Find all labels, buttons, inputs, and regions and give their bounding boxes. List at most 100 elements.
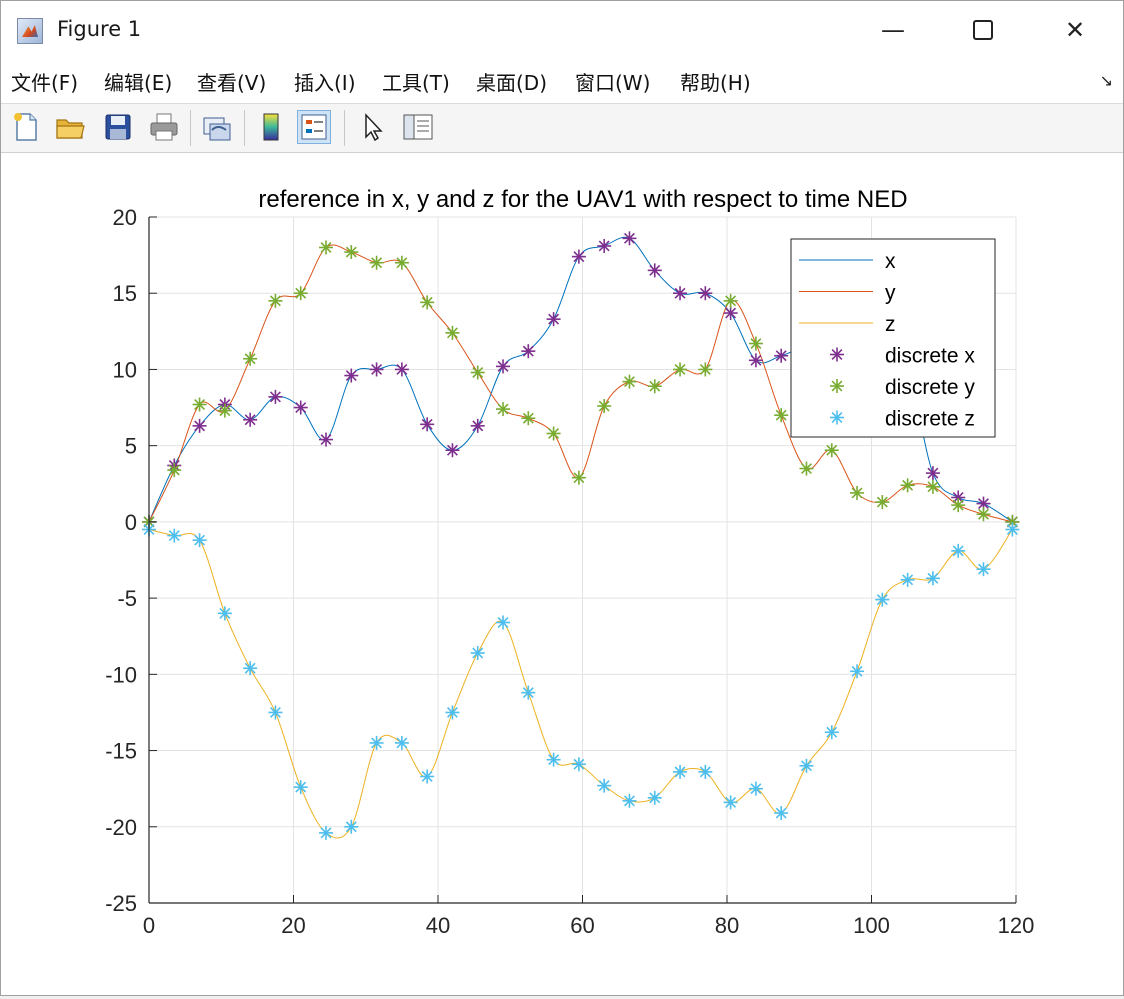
data-point-discrete-x <box>925 466 940 481</box>
data-point-discrete-x <box>394 362 409 377</box>
data-point-discrete-z <box>1005 522 1020 537</box>
data-point-discrete-z <box>243 661 258 676</box>
data-point-discrete-x <box>268 389 283 404</box>
data-point-discrete-y <box>268 293 283 308</box>
menu-desktop[interactable]: 桌面(D) <box>476 71 548 95</box>
y-tick-label: -15 <box>105 739 137 764</box>
data-point-discrete-z <box>824 725 839 740</box>
data-point-discrete-y <box>217 403 232 418</box>
new-figure-icon[interactable] <box>9 110 43 144</box>
x-tick-label: 60 <box>570 913 594 938</box>
print-icon[interactable] <box>147 110 181 144</box>
data-point-discrete-x <box>344 368 359 383</box>
data-point-discrete-z <box>673 764 688 779</box>
data-point-discrete-y <box>369 255 384 270</box>
data-point-discrete-z <box>420 769 435 784</box>
y-tick-label: -20 <box>105 815 137 840</box>
data-point-discrete-z <box>571 757 586 772</box>
data-point-discrete-z <box>344 819 359 834</box>
data-point-discrete-y <box>723 293 738 308</box>
data-point-discrete-z <box>799 758 814 773</box>
data-point-discrete-y <box>622 374 637 389</box>
property-editor-icon[interactable] <box>401 110 435 144</box>
y-tick-label: -25 <box>105 891 137 916</box>
data-point-discrete-y <box>673 362 688 377</box>
y-tick-label: 0 <box>125 510 137 535</box>
data-point-discrete-z <box>748 781 763 796</box>
data-point-discrete-y <box>900 478 915 493</box>
data-point-discrete-y <box>748 336 763 351</box>
data-point-discrete-z <box>217 606 232 621</box>
open-file-icon[interactable] <box>53 110 87 144</box>
data-point-discrete-y <box>850 485 865 500</box>
data-point-discrete-y <box>774 408 789 423</box>
data-point-discrete-z <box>951 543 966 558</box>
toolbar <box>1 104 1123 153</box>
data-point-discrete-x <box>546 312 561 327</box>
legend[interactable]: xyz discrete x discrete y discrete z <box>790 238 996 438</box>
data-point-discrete-y <box>546 426 561 441</box>
data-point-discrete-z <box>925 571 940 586</box>
data-point-discrete-x <box>420 417 435 432</box>
y-tick-label: -5 <box>117 586 137 611</box>
data-point-discrete-z <box>293 780 308 795</box>
data-point-discrete-y <box>445 325 460 340</box>
legend-icon[interactable] <box>297 110 331 144</box>
legend-label: discrete z <box>885 408 975 431</box>
data-point-discrete-x <box>192 418 207 433</box>
minimize-button[interactable]: — <box>881 16 905 44</box>
data-point-discrete-z <box>900 572 915 587</box>
title-bar[interactable]: Figure 1 — ✕ <box>1 1 1123 59</box>
data-point-discrete-z <box>394 735 409 750</box>
data-point-discrete-z <box>268 705 283 720</box>
x-tick-label: 0 <box>143 913 155 938</box>
menu-view[interactable]: 查看(V) <box>197 71 267 95</box>
menu-tools[interactable]: 工具(T) <box>382 71 450 95</box>
data-point-discrete-y <box>243 351 258 366</box>
data-point-discrete-z <box>319 825 334 840</box>
toolbar-separator <box>344 110 345 146</box>
data-point-discrete-x <box>369 362 384 377</box>
colorbar-icon[interactable] <box>254 110 288 144</box>
menu-edit[interactable]: 编辑(E) <box>104 71 173 95</box>
link-plot-icon[interactable] <box>200 110 234 144</box>
pointer-icon[interactable] <box>356 110 390 144</box>
data-point-discrete-x <box>698 286 713 301</box>
data-point-discrete-y <box>496 402 511 417</box>
data-point-discrete-x <box>748 353 763 368</box>
legend-label: y <box>885 282 896 305</box>
close-button[interactable]: ✕ <box>1064 16 1086 44</box>
data-point-discrete-z <box>875 592 890 607</box>
data-point-discrete-z <box>622 793 637 808</box>
menu-overflow-icon[interactable]: ↘ <box>1099 71 1113 90</box>
data-point-discrete-x <box>319 432 334 447</box>
data-point-discrete-y <box>698 362 713 377</box>
data-point-discrete-x <box>723 306 738 321</box>
legend-swatch <box>830 347 844 362</box>
data-point-discrete-y <box>293 286 308 301</box>
maximize-icon <box>973 20 993 40</box>
legend-label: discrete x <box>885 345 975 368</box>
maximize-button[interactable] <box>937 1 1029 59</box>
x-tick-label: 100 <box>853 913 890 938</box>
chart[interactable]: reference in x, y and z for the UAV1 wit… <box>1 153 1123 995</box>
data-point-discrete-y <box>521 411 536 426</box>
data-point-discrete-y <box>597 399 612 414</box>
y-tick-label: 20 <box>113 205 137 230</box>
legend-swatch <box>830 410 844 425</box>
save-icon[interactable] <box>101 110 135 144</box>
data-point-discrete-x <box>496 359 511 374</box>
menu-help[interactable]: 帮助(H) <box>680 71 751 95</box>
x-tick-label: 20 <box>281 913 305 938</box>
data-point-discrete-z <box>850 664 865 679</box>
menu-window[interactable]: 窗口(W) <box>575 71 651 95</box>
legend-label: discrete y <box>885 376 975 399</box>
menu-file[interactable]: 文件(F) <box>11 71 79 95</box>
data-point-discrete-z <box>192 533 207 548</box>
data-point-discrete-x <box>774 348 789 363</box>
data-point-discrete-y <box>319 240 334 255</box>
menu-insert[interactable]: 插入(I) <box>294 71 356 95</box>
figure-canvas[interactable]: reference in x, y and z for the UAV1 wit… <box>1 153 1123 995</box>
data-point-discrete-y <box>394 255 409 270</box>
